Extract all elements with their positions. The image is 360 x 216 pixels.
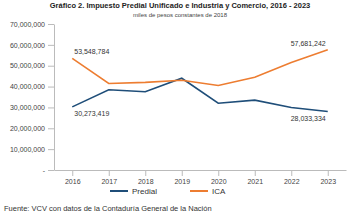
x-tick-mark — [72, 170, 73, 176]
plot-area — [72, 50, 328, 112]
x-tick-mark — [328, 170, 329, 176]
x-tick: 2020 — [211, 170, 227, 185]
x-tick: 2023 — [320, 170, 336, 185]
x-tick-label: 2022 — [284, 178, 300, 185]
x-tick: 2017 — [101, 170, 117, 185]
y-tick-label: 40,000,000 — [10, 83, 45, 90]
y-axis: - 10,000,000 20,000,000 30,000,000 40,000,00… — [10, 21, 55, 174]
y-tick-label: 60,000,000 — [10, 42, 45, 49]
y-tick: 10,000,000 — [10, 146, 54, 153]
y-tick: - — [43, 167, 54, 174]
x-tick-label: 2017 — [101, 178, 117, 185]
y-tick: 60,000,000 — [10, 42, 54, 49]
y-tick: 20,000,000 — [10, 125, 54, 132]
x-axis-line — [55, 170, 347, 171]
series-line — [72, 50, 328, 86]
x-tick: 2021 — [247, 170, 263, 185]
y-tick: 50,000,000 — [10, 62, 54, 69]
y-tick: 30,000,000 — [10, 104, 54, 111]
x-tick-label: 2020 — [211, 178, 227, 185]
y-tick-label: 50,000,000 — [10, 62, 45, 69]
x-tick: 2019 — [174, 170, 190, 185]
x-tick-mark — [109, 170, 110, 176]
chart: Gráfico 2. Impuesto Predial Unificado e … — [0, 0, 360, 216]
y-tick-mark — [48, 87, 54, 88]
legend-label: ICA — [212, 187, 226, 196]
x-tick: 2022 — [284, 170, 300, 185]
x-tick-label: 2016 — [65, 178, 81, 185]
x-tick-mark — [218, 170, 219, 176]
x-tick-mark — [255, 170, 256, 176]
data-label: 30,273,419 — [74, 110, 109, 117]
x-tick-label: 2023 — [320, 178, 336, 185]
y-tick-label: 20,000,000 — [10, 125, 45, 132]
data-label: 28,033,334 — [291, 115, 326, 122]
y-tick-label: - — [43, 167, 46, 174]
legend-label: Predial — [132, 187, 157, 196]
y-tick-mark — [48, 128, 54, 129]
x-axis: 2016 2017 2018 2019 2020 2021 2022 2023 — [55, 170, 347, 185]
y-axis-line — [54, 25, 55, 171]
y-tick-mark — [48, 45, 54, 46]
y-tick-mark — [48, 24, 54, 25]
legend-swatch — [190, 190, 208, 192]
y-tick-mark — [48, 170, 54, 171]
data-labels: 30,273,419 28,033,334 53,548,784 57,681,242 — [74, 40, 326, 122]
y-tick-label: 10,000,000 — [10, 146, 45, 153]
data-label: 57,681,242 — [291, 40, 326, 47]
x-tick-label: 2018 — [138, 178, 154, 185]
legend-swatch — [110, 190, 128, 192]
y-tick-mark — [48, 66, 54, 67]
subtitle: miles de pesos constantes de 2018 — [133, 12, 228, 18]
legend: Predial ICA — [110, 187, 226, 196]
x-tick-label: 2021 — [247, 178, 263, 185]
x-tick-mark — [145, 170, 146, 176]
y-tick: 70,000,000 — [10, 21, 54, 28]
data-label: 53,548,784 — [74, 48, 109, 55]
y-tick-label: 70,000,000 — [10, 21, 45, 28]
x-tick-mark — [182, 170, 183, 176]
x-tick-label: 2019 — [174, 178, 190, 185]
x-tick: 2018 — [138, 170, 154, 185]
y-tick-mark — [48, 149, 54, 150]
x-tick-mark — [291, 170, 292, 176]
y-tick-mark — [48, 107, 54, 108]
title: Gráfico 2. Impuesto Predial Unificado e … — [50, 1, 311, 10]
source-note: Fuente: VCV con datos de la Contaduría G… — [4, 204, 212, 213]
x-tick: 2016 — [65, 170, 81, 185]
y-tick: 40,000,000 — [10, 83, 54, 90]
y-tick-label: 30,000,000 — [10, 104, 45, 111]
